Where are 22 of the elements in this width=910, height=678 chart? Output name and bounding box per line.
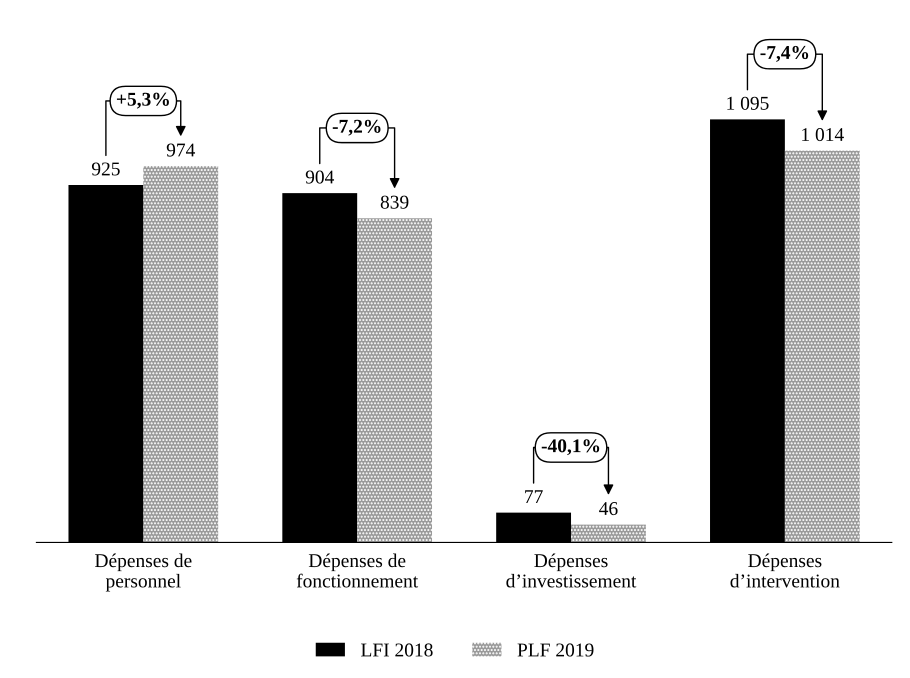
bar xyxy=(357,218,432,542)
data-label: 77 xyxy=(525,490,543,503)
data-label: 1 095 xyxy=(727,96,769,110)
data-label: 904 xyxy=(306,170,334,184)
bar xyxy=(784,150,860,542)
data-label: 46 xyxy=(599,502,618,516)
annotation: -7,2% xyxy=(332,120,380,136)
x-tick-label: Dépenses d’intervention xyxy=(730,554,840,588)
legend-label: PLF 2019 xyxy=(518,643,594,657)
annotation: -40,1% xyxy=(542,439,600,456)
text: +5,3% xyxy=(116,92,169,109)
data-label: 1 014 xyxy=(802,128,844,142)
data-label: 925 xyxy=(92,162,120,176)
legend-label: LFI 2018 xyxy=(361,643,433,657)
bar xyxy=(571,524,646,542)
bar xyxy=(143,166,218,542)
x-tick-label: Dépenses de fonctionnement xyxy=(296,554,418,588)
data-label: 839 xyxy=(380,196,408,209)
text: -7,4% xyxy=(760,46,808,62)
data-label: 974 xyxy=(166,144,196,157)
x-tick-label: Dépenses d’investissement xyxy=(506,554,636,588)
x-tick-label: Dépenses de personnel xyxy=(95,554,192,592)
